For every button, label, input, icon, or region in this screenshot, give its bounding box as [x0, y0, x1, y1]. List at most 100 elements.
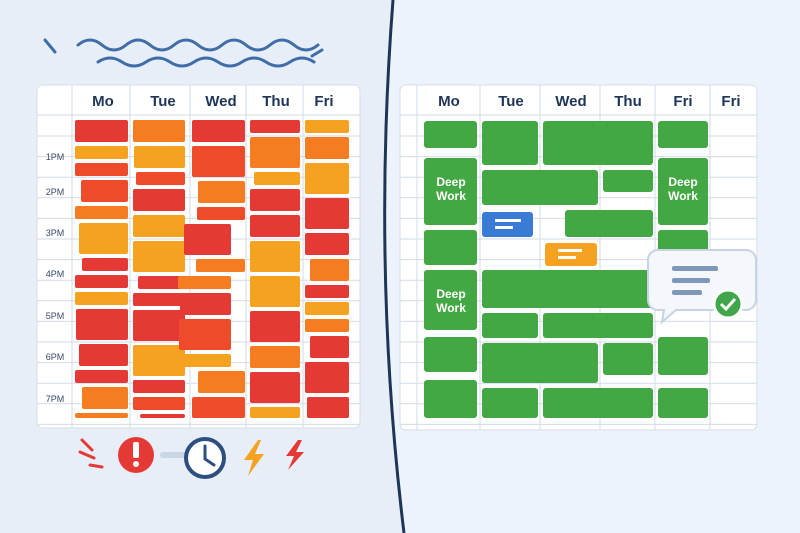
calm-block	[424, 230, 477, 265]
calm-block	[658, 337, 708, 375]
busy-block	[197, 207, 245, 220]
busy-block	[76, 309, 128, 340]
busy-block	[250, 137, 300, 168]
calm-block	[482, 388, 538, 418]
day-label: Fri	[314, 93, 333, 110]
busy-block	[75, 292, 128, 305]
day-label: Tue	[498, 93, 524, 110]
note-line	[495, 219, 521, 222]
busy-block	[254, 172, 300, 185]
note-line	[558, 249, 582, 252]
calm-block	[424, 121, 477, 148]
busy-block	[305, 137, 349, 159]
busy-block	[133, 345, 185, 376]
busy-block	[75, 163, 128, 176]
deep-work-label: Deep Work	[436, 287, 466, 315]
calm-block	[482, 170, 598, 205]
time-label: 3PM	[46, 228, 65, 238]
time-label: 6PM	[46, 352, 65, 362]
busy-block	[196, 259, 245, 272]
day-label: Fri	[673, 93, 692, 110]
busy-block	[133, 293, 185, 306]
task-block	[545, 243, 597, 266]
chat-bubble	[647, 249, 757, 325]
day-label: Thu	[262, 93, 290, 110]
busy-block	[310, 336, 349, 358]
busy-block	[75, 120, 128, 142]
calm-block	[424, 380, 477, 418]
time-label: 5PM	[46, 311, 65, 321]
busy-block	[305, 233, 349, 255]
busy-block	[198, 371, 245, 393]
deep-work-label: Deep Work	[436, 175, 466, 203]
busy-block	[133, 241, 185, 272]
note-line	[495, 226, 513, 229]
busy-block	[305, 302, 349, 315]
busy-block	[75, 370, 128, 383]
note-line	[558, 256, 576, 259]
day-label: Wed	[555, 93, 586, 110]
busy-block	[140, 414, 185, 418]
deep-work-block	[424, 158, 477, 225]
busy-block	[192, 120, 245, 142]
busy-block	[133, 380, 185, 393]
day-label: Wed	[205, 93, 236, 110]
calm-block	[482, 121, 538, 165]
busy-block	[307, 397, 349, 418]
busy-block	[138, 276, 185, 289]
day-label: Thu	[614, 93, 642, 110]
calm-block	[603, 170, 653, 192]
calm-block	[482, 343, 598, 383]
calm-block	[603, 343, 653, 375]
busy-block	[250, 372, 300, 403]
busy-block	[133, 397, 185, 410]
busy-block	[178, 276, 231, 289]
busy-block	[305, 319, 349, 332]
day-label: Mo	[92, 93, 114, 110]
busy-block	[133, 120, 185, 142]
busy-block	[133, 310, 185, 341]
busy-block	[133, 189, 185, 211]
divider	[383, 0, 406, 533]
time-label: 1PM	[46, 152, 65, 162]
calm-block	[565, 210, 653, 237]
meeting-block	[482, 212, 533, 237]
day-label: Mo	[438, 93, 460, 110]
busy-block	[75, 413, 128, 418]
calm-block	[543, 121, 653, 165]
busy-block	[180, 293, 231, 315]
busy-block	[250, 311, 300, 342]
busy-block	[133, 215, 185, 237]
busy-block	[184, 224, 231, 255]
time-label: 2PM	[46, 187, 65, 197]
busy-block	[250, 215, 300, 237]
busy-block	[250, 346, 300, 368]
stress-waves	[43, 38, 324, 68]
busy-block	[79, 223, 128, 254]
calm-block	[658, 121, 708, 148]
busy-block	[305, 163, 349, 194]
busy-block	[250, 120, 300, 133]
busy-block	[250, 189, 300, 211]
calm-block	[658, 388, 708, 418]
busy-block	[250, 241, 300, 272]
busy-block	[75, 146, 128, 159]
busy-block	[75, 206, 128, 219]
busy-block	[82, 387, 128, 409]
calm-block	[543, 313, 653, 338]
deep-work-label: Deep Work	[668, 175, 698, 203]
busy-block	[305, 120, 349, 133]
deep-work-block	[424, 270, 477, 330]
busy-block	[75, 275, 128, 288]
day-label: Fri	[721, 93, 740, 110]
busy-block	[81, 180, 128, 202]
busy-block	[82, 258, 128, 271]
stress-icons	[78, 437, 304, 479]
time-label: 7PM	[46, 394, 65, 404]
busy-block	[192, 397, 245, 418]
busy-block	[250, 276, 300, 307]
day-label: Tue	[150, 93, 176, 110]
busy-block	[179, 319, 231, 350]
busy-block	[178, 354, 231, 367]
